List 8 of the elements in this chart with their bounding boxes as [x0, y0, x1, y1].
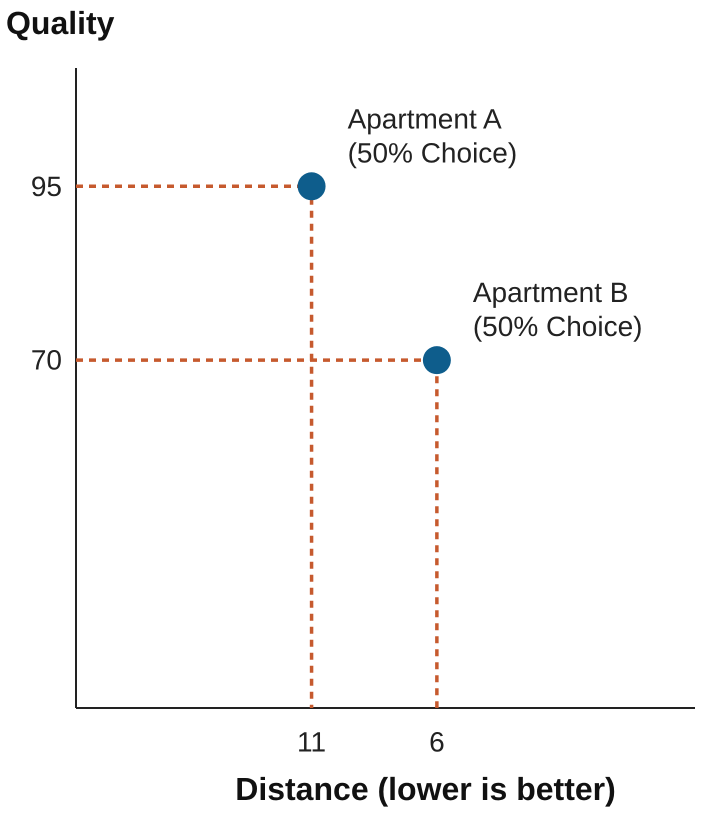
- y-tick-label: 95: [30, 170, 62, 202]
- annotation: Apartment B (50% Choice): [472, 277, 643, 342]
- x-tick-label: 11: [297, 726, 326, 758]
- x-tick-label: 6: [429, 726, 445, 758]
- y-axis-title: Quality: [6, 5, 115, 41]
- annotation: Apartment A (50% Choice): [348, 103, 518, 168]
- y-tick-label: 70: [30, 344, 62, 376]
- x-axis-title: Distance (lower is better): [235, 771, 616, 807]
